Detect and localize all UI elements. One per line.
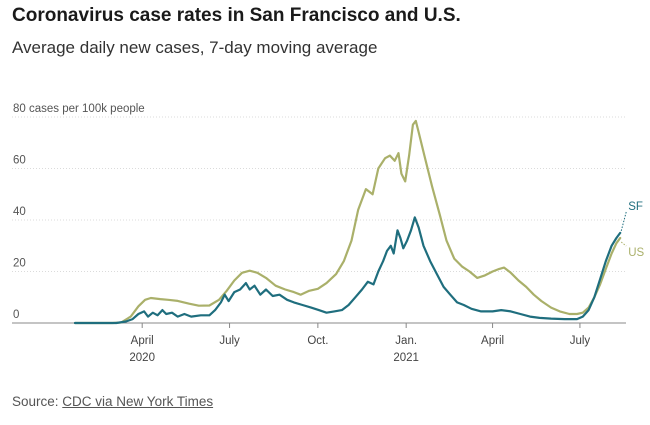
line-chart: 0 20 40 60 80 cases per 100k people April 202… bbox=[12, 103, 645, 364]
y-tick-20: 20 bbox=[13, 258, 26, 270]
y-tick-60: 60 bbox=[13, 155, 26, 167]
x-tick-label: April bbox=[481, 335, 504, 347]
x-tick-year: 2021 bbox=[393, 352, 419, 364]
x-tick-label: July bbox=[570, 335, 591, 347]
source-note: Source: CDC via New York Times bbox=[12, 394, 213, 409]
series-lines bbox=[73, 119, 622, 325]
chart-subtitle: Average daily new cases, 7-day moving av… bbox=[12, 38, 378, 57]
y-tick-0: 0 bbox=[13, 309, 19, 321]
y-tick-80: 80 cases per 100k people bbox=[13, 103, 145, 115]
series-line-sf bbox=[73, 216, 622, 325]
chart-title: Coronavirus case rates in San Francisco … bbox=[12, 5, 461, 26]
y-tick-40: 40 bbox=[13, 206, 26, 218]
series-labels: US SF bbox=[620, 201, 645, 259]
series-label-us: US bbox=[628, 247, 644, 259]
x-tick-year: 2020 bbox=[129, 352, 155, 364]
series-leader-us bbox=[620, 241, 627, 247]
y-tick-labels: 0 20 40 60 80 cases per 100k people bbox=[13, 103, 145, 321]
source-link[interactable]: CDC via New York Times bbox=[62, 394, 214, 409]
gridlines bbox=[12, 116, 626, 324]
series-label-sf: SF bbox=[628, 201, 643, 213]
x-tick-label: Oct. bbox=[307, 335, 328, 347]
series-line-us bbox=[73, 119, 622, 325]
series-leader-sf bbox=[620, 211, 627, 232]
x-tick-labels: April 2020 July Oct. Jan. 2021 April July bbox=[129, 323, 590, 364]
x-tick-label: April bbox=[131, 335, 154, 347]
source-prefix: Source: bbox=[12, 394, 63, 409]
x-tick-label: July bbox=[219, 335, 240, 347]
x-tick-label: Jan. bbox=[395, 335, 417, 347]
